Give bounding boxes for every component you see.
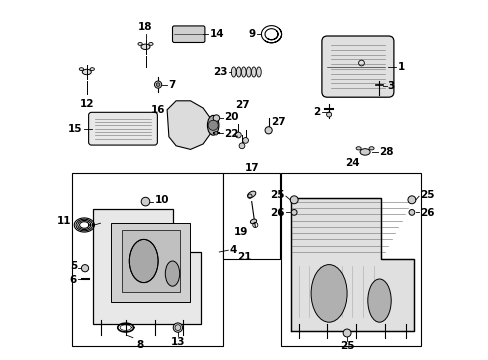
Circle shape xyxy=(214,131,218,135)
Ellipse shape xyxy=(310,265,346,322)
FancyBboxPatch shape xyxy=(172,26,204,42)
Ellipse shape xyxy=(368,147,373,150)
Ellipse shape xyxy=(90,68,94,71)
Bar xyxy=(280,173,420,346)
Text: 15: 15 xyxy=(68,124,82,134)
Text: 20: 20 xyxy=(224,112,238,122)
Text: 1: 1 xyxy=(397,62,404,72)
Ellipse shape xyxy=(250,219,256,224)
Circle shape xyxy=(291,210,296,215)
Circle shape xyxy=(407,196,415,204)
Text: 5: 5 xyxy=(70,261,77,271)
Polygon shape xyxy=(111,223,190,302)
Text: 22: 22 xyxy=(224,129,238,139)
Ellipse shape xyxy=(129,239,158,283)
Polygon shape xyxy=(167,101,212,149)
Ellipse shape xyxy=(231,67,236,77)
Ellipse shape xyxy=(141,44,150,50)
Ellipse shape xyxy=(241,67,245,77)
Text: 19: 19 xyxy=(233,227,247,237)
Text: 3: 3 xyxy=(387,81,394,91)
Text: 9: 9 xyxy=(248,29,256,39)
Text: 27: 27 xyxy=(271,117,285,127)
Circle shape xyxy=(141,197,149,206)
Ellipse shape xyxy=(165,261,179,286)
Ellipse shape xyxy=(256,67,261,77)
Circle shape xyxy=(289,196,298,204)
Circle shape xyxy=(173,323,182,332)
Ellipse shape xyxy=(251,67,256,77)
Text: 16: 16 xyxy=(150,105,165,115)
Ellipse shape xyxy=(359,149,369,155)
Text: 28: 28 xyxy=(378,147,392,157)
Text: 12: 12 xyxy=(80,99,94,109)
Text: 8: 8 xyxy=(136,340,143,350)
Text: 7: 7 xyxy=(168,80,175,90)
Ellipse shape xyxy=(79,68,83,71)
Circle shape xyxy=(235,132,241,138)
Ellipse shape xyxy=(236,67,241,77)
Circle shape xyxy=(408,210,414,215)
Text: 2: 2 xyxy=(312,107,320,117)
Circle shape xyxy=(156,83,160,86)
Circle shape xyxy=(154,81,162,88)
Text: 21: 21 xyxy=(237,252,251,262)
Text: 27: 27 xyxy=(234,100,249,110)
Polygon shape xyxy=(122,230,179,292)
Polygon shape xyxy=(93,209,201,324)
Circle shape xyxy=(239,143,244,149)
Text: 26: 26 xyxy=(270,208,284,218)
Text: 26: 26 xyxy=(419,208,433,218)
Text: 25: 25 xyxy=(419,190,433,200)
Ellipse shape xyxy=(247,191,255,198)
Circle shape xyxy=(81,265,88,272)
Ellipse shape xyxy=(82,69,91,75)
Text: 14: 14 xyxy=(209,29,224,39)
Circle shape xyxy=(326,112,331,117)
Bar xyxy=(72,173,223,346)
Ellipse shape xyxy=(246,67,251,77)
Text: 25: 25 xyxy=(339,341,354,351)
Ellipse shape xyxy=(355,147,361,150)
FancyBboxPatch shape xyxy=(88,112,157,145)
Text: 24: 24 xyxy=(345,158,359,168)
Circle shape xyxy=(264,127,272,134)
Text: 6: 6 xyxy=(70,275,77,285)
Circle shape xyxy=(213,115,219,121)
Polygon shape xyxy=(291,198,413,331)
Circle shape xyxy=(242,138,248,143)
Circle shape xyxy=(343,329,350,337)
Bar xyxy=(223,173,280,259)
Text: 10: 10 xyxy=(154,195,169,205)
Text: 18: 18 xyxy=(138,22,152,32)
FancyBboxPatch shape xyxy=(321,36,393,97)
Text: 23: 23 xyxy=(213,67,227,77)
Ellipse shape xyxy=(207,115,219,135)
Text: 11: 11 xyxy=(57,216,72,226)
Ellipse shape xyxy=(367,279,390,322)
Text: 4: 4 xyxy=(229,245,236,255)
Ellipse shape xyxy=(148,42,153,45)
Ellipse shape xyxy=(138,42,142,45)
Text: 13: 13 xyxy=(170,337,185,347)
Text: 25: 25 xyxy=(270,190,284,200)
Circle shape xyxy=(208,120,218,130)
Text: 17: 17 xyxy=(244,163,259,173)
